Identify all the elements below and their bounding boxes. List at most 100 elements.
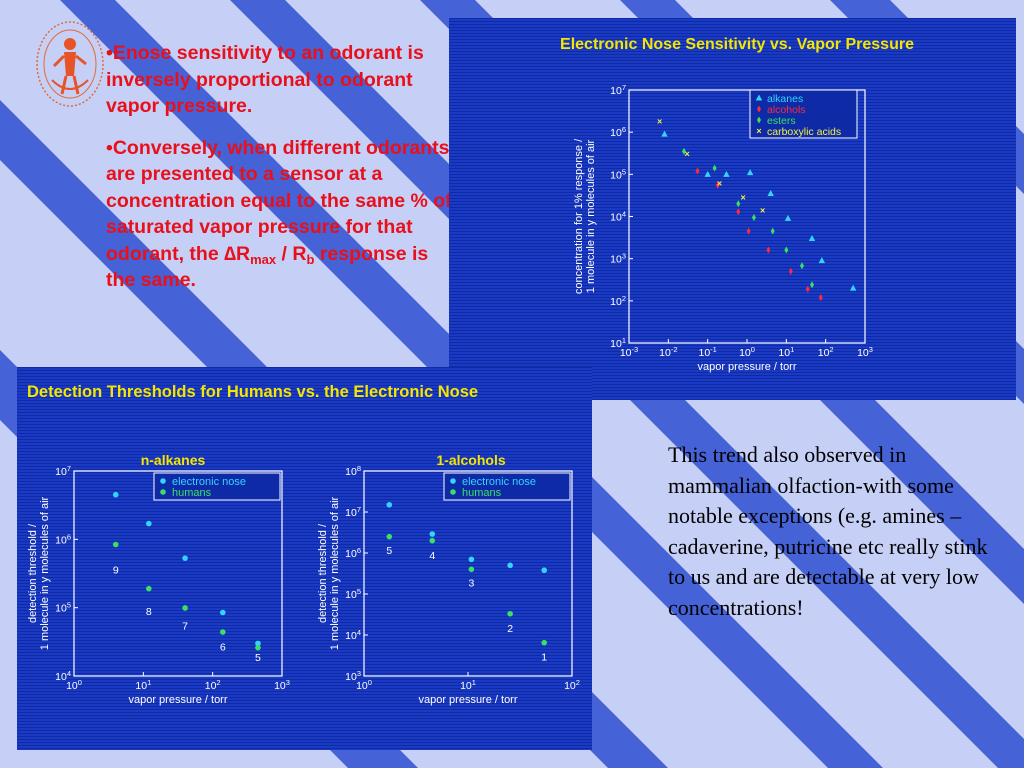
legend-label: humans — [462, 487, 502, 499]
data-point — [146, 585, 152, 592]
data-point — [468, 556, 475, 563]
bullet-2-main: •Conversely, when different odorants are… — [106, 136, 452, 265]
y-tick-label: 105 — [55, 601, 71, 615]
data-point: × — [760, 205, 765, 215]
legend-marker — [755, 94, 763, 101]
legend-label: electronic nose — [462, 476, 536, 488]
y-tick-label: 103 — [610, 252, 626, 266]
legend-label: esters — [767, 115, 796, 127]
x-tick-label: 103 — [857, 345, 873, 359]
x-axis-label: vapor pressure / torr — [697, 361, 796, 373]
data-label: 8 — [146, 606, 152, 618]
y-tick-label: 102 — [610, 294, 626, 308]
data-point: × — [741, 193, 746, 203]
slash-r: / R — [276, 242, 307, 265]
y-tick-label: 104 — [610, 210, 626, 224]
data-point — [736, 200, 741, 208]
data-point — [799, 262, 804, 270]
data-point — [788, 267, 793, 275]
data-point — [695, 167, 700, 175]
data-point — [386, 501, 393, 508]
data-point — [219, 629, 226, 635]
data-label: 3 — [468, 578, 474, 590]
plot-frame — [363, 470, 573, 677]
data-label: 5 — [255, 652, 261, 664]
bullet-points: •Enose sensitivity to an odorant is inve… — [106, 40, 456, 309]
data-point — [146, 520, 152, 527]
x-tick-label: 101 — [460, 678, 476, 692]
data-point — [766, 246, 771, 254]
data-point — [112, 491, 119, 498]
legend-marker — [757, 105, 761, 113]
y-tick-label: 107 — [610, 83, 626, 97]
y-tick-label: 107 — [55, 464, 71, 478]
legend-marker — [160, 478, 166, 484]
legend-label: alcohols — [767, 104, 806, 116]
data-point — [468, 566, 475, 573]
delta-r-symbol: ∆R — [224, 242, 251, 265]
y-tick-label: 105 — [345, 587, 361, 601]
plot-frame — [73, 470, 283, 677]
legend-marker — [757, 116, 761, 124]
detection-thresholds-chart: Detection Thresholds for Humans vs. the … — [27, 383, 580, 706]
y-tick-label: 108 — [345, 464, 361, 478]
x-tick-label: 100 — [66, 678, 82, 692]
legend-label: carboxylic acids — [767, 126, 841, 138]
data-point — [681, 147, 686, 155]
legend-box — [749, 89, 858, 139]
data-point — [255, 644, 261, 651]
data-point — [715, 181, 720, 189]
data-point — [704, 170, 711, 177]
y-tick-label: 106 — [610, 125, 626, 139]
chart-title: 1-alcohols — [436, 452, 505, 468]
x-tick-label: 101 — [778, 345, 794, 359]
data-point — [507, 562, 513, 569]
data-point — [810, 281, 815, 289]
x-tick-label: 101 — [135, 678, 151, 692]
data-point — [736, 208, 741, 216]
y-tick-label: 103 — [345, 669, 361, 683]
chart-title: Electronic Nose Sensitivity vs. Vapor Pr… — [560, 36, 914, 53]
data-point — [784, 214, 792, 221]
x-tick-label: 10-2 — [659, 345, 677, 359]
data-label: 6 — [220, 642, 226, 654]
data-point — [746, 169, 754, 176]
data-point — [746, 227, 751, 235]
data-label: 1 — [541, 651, 547, 663]
bullet-2: •Conversely, when different odorants are… — [106, 135, 456, 294]
x-tick-label: 100 — [739, 345, 755, 359]
data-label: 5 — [386, 545, 392, 557]
data-point — [767, 190, 774, 197]
y-tick-label: 107 — [345, 505, 361, 519]
data-point — [723, 170, 730, 177]
y-axis-label: concentration for 1% response /1 molecul… — [573, 138, 597, 294]
y-tick-label: 104 — [345, 628, 361, 642]
x-tick-label: 102 — [205, 678, 221, 692]
subscript-max: max — [250, 251, 277, 267]
data-point: × — [717, 179, 722, 189]
x-tick-label: 10-3 — [620, 345, 638, 359]
data-point — [784, 246, 789, 254]
legend-label: alkanes — [767, 93, 803, 105]
legend-box — [443, 472, 571, 501]
data-label: 7 — [182, 620, 188, 632]
x-tick-label: 102 — [818, 345, 834, 359]
legend-label: humans — [172, 487, 212, 499]
trend-text: This trend also observed in mammalian ol… — [668, 442, 988, 620]
data-point — [770, 227, 775, 235]
data-point — [818, 257, 826, 264]
data-point — [818, 293, 823, 301]
data-point: × — [657, 116, 662, 126]
data-point — [255, 640, 261, 647]
x-tick-label: 103 — [274, 678, 290, 692]
x-tick-label: 10-1 — [698, 345, 716, 359]
detection-thresholds-panel: Detection Thresholds for Humans vs. the … — [17, 367, 592, 750]
y-tick-label: 106 — [55, 532, 71, 546]
data-point — [386, 533, 393, 540]
subscript-b: b — [306, 251, 315, 267]
data-point — [429, 531, 436, 537]
university-seal-icon — [36, 21, 104, 107]
data-point — [112, 541, 119, 548]
data-point — [429, 537, 436, 544]
y-tick-label: 106 — [345, 546, 361, 560]
